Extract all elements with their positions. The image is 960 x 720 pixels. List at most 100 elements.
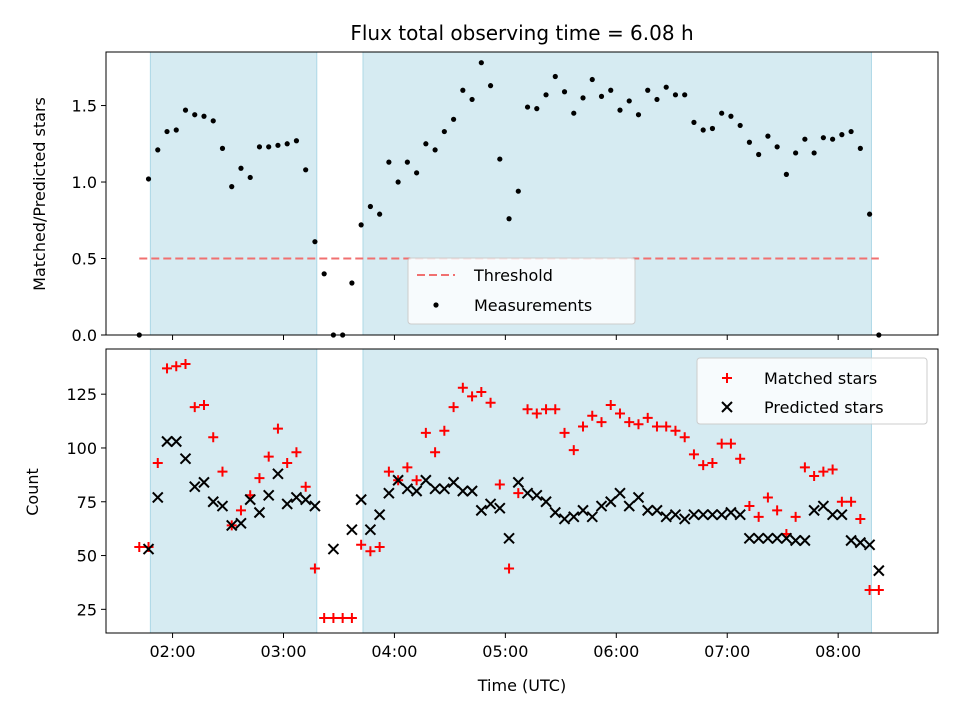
top-y-tick-label: 1.5 xyxy=(72,97,97,116)
predicted-stars-point xyxy=(410,485,423,497)
predicted-stars-point xyxy=(429,483,441,495)
matched-stars-point xyxy=(578,421,589,432)
predicted-stars-point xyxy=(466,485,478,497)
measurement-point xyxy=(672,92,679,98)
measurement-point xyxy=(210,118,216,124)
matched-stars-point xyxy=(559,427,570,438)
predicted-stars-point xyxy=(715,508,728,521)
legend-measurements-label: Measurements xyxy=(474,296,592,315)
measurement-point xyxy=(349,280,355,286)
legend-matched-swatch xyxy=(722,373,732,383)
predicted-stars-point xyxy=(540,496,552,508)
matched-stars-point xyxy=(651,421,662,432)
measurement-point xyxy=(145,176,152,182)
predicted-stars-point xyxy=(179,453,192,465)
measurement-point xyxy=(432,147,438,153)
measurement-point xyxy=(682,92,688,98)
measurement-point xyxy=(247,174,253,181)
measurement-point xyxy=(839,132,845,138)
predicted-stars-point xyxy=(734,508,746,521)
predicted-stars-point xyxy=(521,487,534,499)
predicted-stars-point xyxy=(595,500,608,512)
measurement-point xyxy=(608,87,614,93)
predicted-stars-point xyxy=(281,498,293,510)
predicted-stars-point xyxy=(327,543,340,555)
measurement-point xyxy=(561,89,568,95)
measurement-point xyxy=(580,95,586,101)
matched-stars-point xyxy=(152,458,163,469)
matched-stars-point xyxy=(319,612,330,623)
measurement-point xyxy=(182,107,189,113)
measurement-point xyxy=(404,159,410,165)
predicted-stars-point xyxy=(863,539,876,551)
measurement-point xyxy=(312,239,318,245)
legend-predicted-swatch xyxy=(721,401,733,413)
predicted-stars-point xyxy=(531,489,543,502)
matched-stars-point xyxy=(790,511,801,522)
matched-stars-point xyxy=(624,417,635,428)
matched-stars-point xyxy=(272,423,283,434)
matched-stars-point xyxy=(448,402,459,413)
measurement-point xyxy=(645,87,651,93)
predicted-stars-point xyxy=(475,504,488,517)
predicted-stars-point xyxy=(669,508,682,521)
predicted-stars-point xyxy=(503,532,515,545)
matched-stars-point xyxy=(522,404,533,415)
predicted-stars-point xyxy=(873,564,885,577)
legend-measurements-swatch xyxy=(433,302,439,308)
measurement-point xyxy=(543,92,549,98)
matched-stars-point xyxy=(809,470,820,481)
predicted-stars-point xyxy=(771,532,783,545)
predicted-stars-point xyxy=(789,534,802,547)
x-tick-label: 03:00 xyxy=(260,642,306,661)
measurement-point xyxy=(293,138,300,144)
chart-title: Flux total observing time = 6.08 h xyxy=(350,21,693,45)
matched-stars-point xyxy=(457,382,468,393)
measurement-point xyxy=(487,83,494,89)
top-y-tick-label: 0.0 xyxy=(72,326,97,345)
measurement-point xyxy=(756,151,762,158)
matched-stars-point xyxy=(485,397,496,408)
matched-stars-point xyxy=(346,612,357,623)
predicted-stars-point xyxy=(392,474,404,486)
predicted-stars-point xyxy=(262,489,275,502)
measurement-point xyxy=(848,128,854,135)
top-shaded-interval xyxy=(150,52,317,335)
legend-threshold-label: Threshold xyxy=(473,266,553,285)
predicted-stars-point xyxy=(484,498,497,510)
measurement-point xyxy=(450,116,457,122)
matched-stars-point xyxy=(855,513,866,524)
matched-stars-point xyxy=(818,466,829,477)
measurement-point xyxy=(793,150,799,156)
measurement-point xyxy=(284,141,290,147)
measurement-point xyxy=(367,203,373,210)
matched-stars-point xyxy=(753,511,764,522)
bottom-y-tick-label: 125 xyxy=(66,385,97,404)
predicted-stars-point xyxy=(632,491,645,504)
measurement-point xyxy=(321,271,327,277)
measurement-point xyxy=(229,184,235,190)
measurement-point xyxy=(737,122,743,129)
predicted-stars-point xyxy=(189,480,201,493)
predicted-stars-point xyxy=(623,500,635,512)
predicted-stars-point xyxy=(743,532,756,545)
measurement-point xyxy=(155,147,161,153)
measurement-point xyxy=(441,128,447,135)
predicted-stars-point xyxy=(799,534,811,547)
measurement-point xyxy=(728,113,734,119)
predicted-stars-point xyxy=(290,491,303,504)
measurement-point xyxy=(460,87,466,93)
x-tick-label: 08:00 xyxy=(815,642,861,661)
predicted-stars-point xyxy=(170,435,182,448)
x-tick-label: 06:00 xyxy=(593,642,639,661)
matched-stars-point xyxy=(846,496,857,507)
matched-stars-point xyxy=(679,432,690,443)
predicted-stars-point xyxy=(346,524,358,536)
measurement-point xyxy=(719,110,725,116)
matched-stars-point xyxy=(735,453,746,464)
matched-stars-point xyxy=(504,563,515,574)
matched-stars-point xyxy=(633,419,644,430)
measurement-point xyxy=(626,98,632,104)
top-panel: 0.0 0.5 1.0 1.5 Threshold Measurements xyxy=(72,51,939,345)
matched-stars-point xyxy=(744,501,755,512)
